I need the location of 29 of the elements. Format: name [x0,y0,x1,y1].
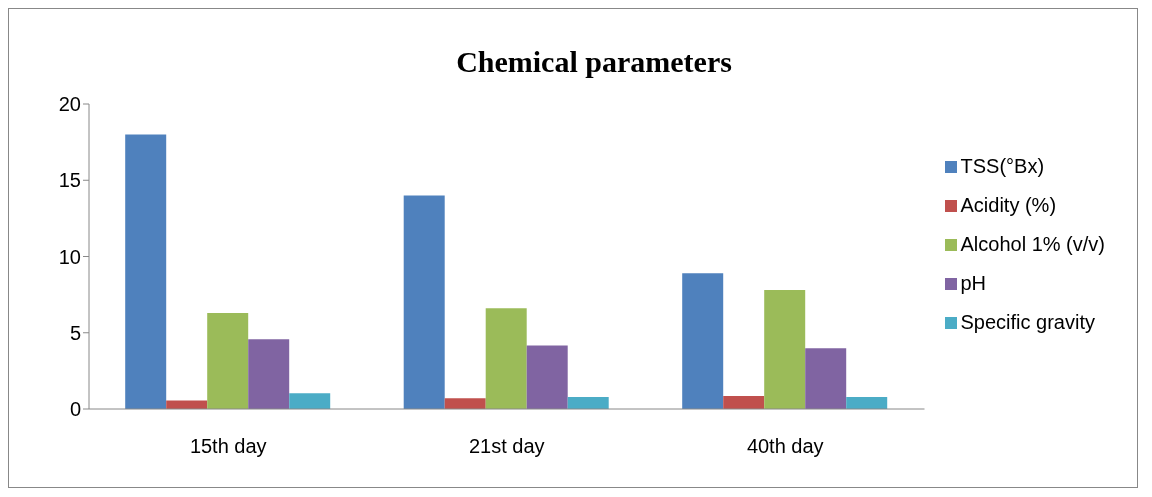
bar [682,273,724,409]
bar [248,339,290,409]
y-tick-label: 0 [69,398,81,421]
y-tick-label: 20 [58,93,81,116]
bar [166,400,208,409]
bar [805,348,847,409]
legend-label: Alcohol 1% (v/v) [960,232,1105,255]
bar [764,290,806,409]
y-tick-label: 15 [58,169,81,192]
bar [526,345,568,409]
legend-label: Acidity (%) [960,193,1057,216]
bar [485,308,527,409]
x-tick-label: 21st day [468,435,545,458]
legend-label: TSS(°Bx) [960,154,1045,177]
bar [207,312,249,409]
bar [403,195,445,409]
x-tick-label: 15th day [189,435,267,458]
bar [567,397,609,409]
bar [289,393,331,409]
bar [723,396,765,409]
x-tick-label: 40th day [746,435,824,458]
y-tick-label: 10 [58,245,81,268]
chart-title: Chemical parameters [455,45,733,79]
bar [125,134,167,409]
y-tick-label: 5 [69,321,81,344]
legend-label: pH [960,271,987,294]
legend-label: Specific gravity [960,310,1095,333]
bar [846,397,888,409]
bar [444,398,486,409]
